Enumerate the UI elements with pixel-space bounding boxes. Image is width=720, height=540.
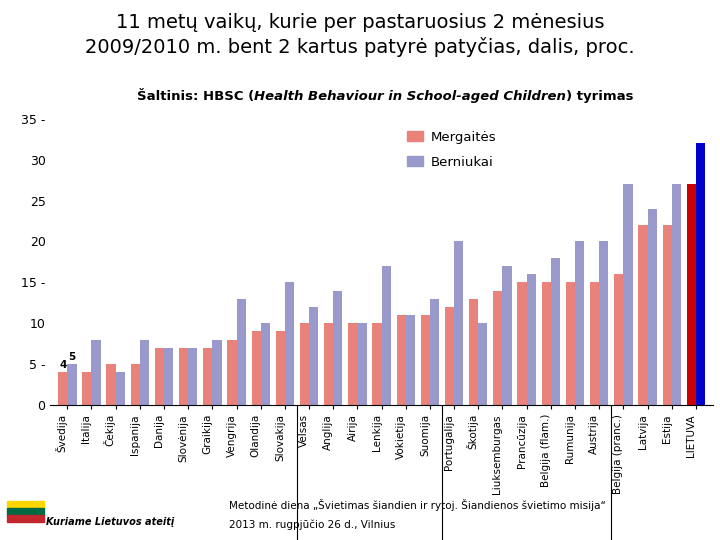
Bar [300,323,309,405]
Bar [357,323,366,405]
Bar [155,348,164,405]
Text: Metodinė diena „Švietimas šiandien ir rytoj. Šiandienos švietimo misija“: Metodinė diena „Švietimas šiandien ir ry… [229,500,606,511]
Bar [454,241,463,405]
Bar [672,184,681,405]
Bar [541,282,551,405]
Bar [188,348,197,405]
Bar [130,364,140,405]
Text: 2013 m. rugpjūčio 26 d., Vilnius: 2013 m. rugpjūčio 26 d., Vilnius [229,519,395,530]
Legend: Mergaitės, Berniukai: Mergaitės, Berniukai [402,125,501,174]
Text: Šaltinis: HBSC (: Šaltinis: HBSC ( [137,90,253,103]
Bar [82,372,91,405]
Bar [647,209,657,405]
Bar [551,258,560,405]
Bar [430,299,439,405]
Bar [58,372,68,405]
Text: ) tyrimas: ) tyrimas [566,90,633,103]
Bar [91,340,101,405]
Bar [445,307,454,405]
Bar [7,515,44,523]
Bar [493,291,503,405]
Text: Kuriame Lietuvos ateitį: Kuriame Lietuvos ateitį [45,517,174,527]
Bar [696,143,705,405]
Bar [116,372,125,405]
Bar [518,282,526,405]
Text: 11 metų vaikų, kurie per pastaruosius 2 mėnesius
2009/2010 m. bent 2 kartus paty: 11 metų vaikų, kurie per pastaruosius 2 … [85,14,635,57]
Bar [687,184,696,405]
Bar [639,225,647,405]
Bar [164,348,174,405]
Bar [309,307,318,405]
Bar [348,323,357,405]
Bar [203,348,212,405]
Text: 5: 5 [68,352,76,362]
Bar [662,225,672,405]
Bar [624,184,633,405]
Text: 4: 4 [59,360,66,370]
Bar [469,299,478,405]
Bar [599,241,608,405]
Bar [324,323,333,405]
Bar [107,364,116,405]
Bar [590,282,599,405]
Bar [333,291,343,405]
Bar [397,315,406,405]
Bar [526,274,536,405]
Bar [68,364,76,405]
Bar [614,274,624,405]
Bar [575,241,584,405]
Bar [382,266,391,405]
Bar [140,340,149,405]
Bar [237,299,246,405]
Bar [261,323,270,405]
Bar [503,266,512,405]
Bar [372,323,382,405]
Bar [179,348,188,405]
Bar [478,323,487,405]
Bar [566,282,575,405]
Bar [251,332,261,405]
Bar [285,282,294,405]
Bar [7,501,44,508]
Bar [420,315,430,405]
Text: Health Behaviour in School-aged Children: Health Behaviour in School-aged Children [253,90,566,103]
Bar [7,508,44,515]
Bar [406,315,415,405]
Bar [212,340,222,405]
Bar [276,332,285,405]
Bar [228,340,237,405]
